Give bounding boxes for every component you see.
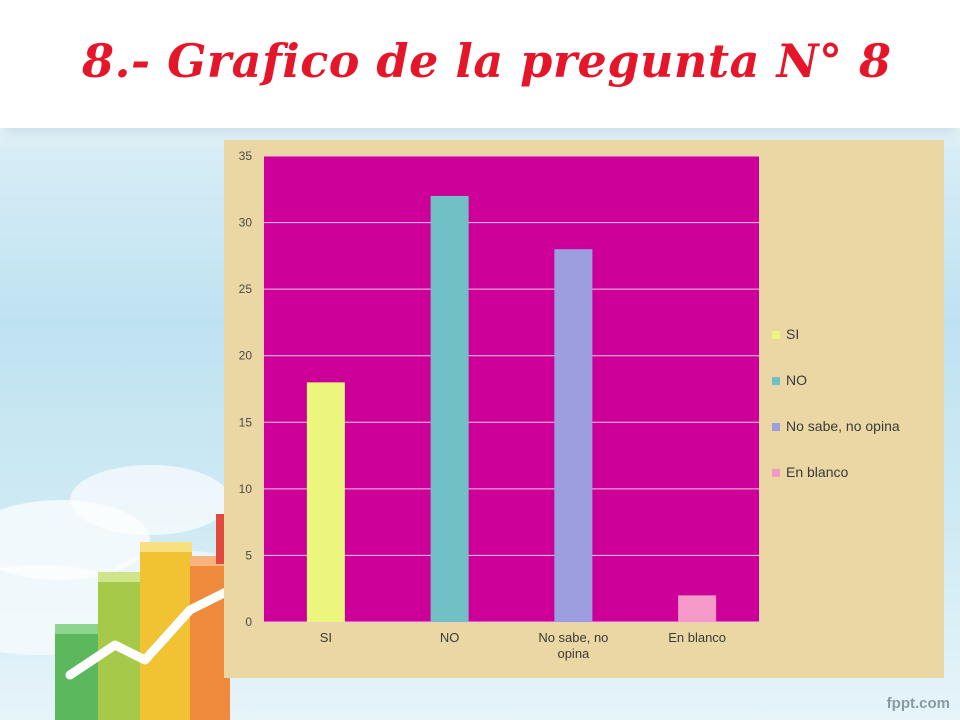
- legend-label: NO: [786, 372, 807, 388]
- y-tick-label: 5: [245, 548, 252, 562]
- slide-title: 8.- Grafico de la pregunta N° 8: [82, 34, 892, 88]
- legend-item: No sabe, no opina: [772, 418, 942, 438]
- legend-label: No sabe, no opina: [786, 418, 900, 434]
- legend-swatch: [772, 469, 780, 477]
- y-tick-label: 10: [239, 482, 253, 496]
- x-tick-label: NO: [440, 630, 460, 645]
- y-tick-label: 35: [239, 149, 253, 163]
- plot-area: [264, 156, 759, 622]
- bar-chart-illustration-icon: [55, 514, 235, 720]
- bar-si: [306, 382, 345, 622]
- bar-en-blanco: [678, 595, 717, 622]
- y-tick-label: 15: [239, 415, 253, 429]
- legend-swatch: [772, 423, 780, 431]
- legend-item: SI: [772, 326, 942, 346]
- legend-item: NO: [772, 372, 942, 392]
- legend-swatch: [772, 331, 780, 339]
- title-band: [0, 0, 960, 128]
- legend-item: En blanco: [772, 464, 942, 484]
- chart-frame: 0 5 10 15 20 25 30 35 SI NO No sabe, no opina En bla…: [224, 140, 944, 678]
- legend-label: SI: [786, 326, 800, 342]
- x-tick-label: SI: [320, 630, 332, 645]
- bar-no: [430, 195, 469, 622]
- legend-label: En blanco: [786, 464, 849, 480]
- y-tick-label: 30: [239, 216, 253, 230]
- y-tick-label: 25: [239, 282, 253, 296]
- x-tick-label: En blanco: [668, 630, 726, 645]
- y-tick-label: 0: [245, 615, 252, 629]
- bar-no-sabe-no-opina: [554, 249, 593, 622]
- x-tick-label: opina: [557, 646, 590, 661]
- legend-swatch: [772, 377, 780, 385]
- brand-watermark: fppt.com: [886, 695, 950, 712]
- x-tick-label: No sabe, no: [538, 630, 608, 645]
- y-tick-label: 20: [239, 349, 253, 363]
